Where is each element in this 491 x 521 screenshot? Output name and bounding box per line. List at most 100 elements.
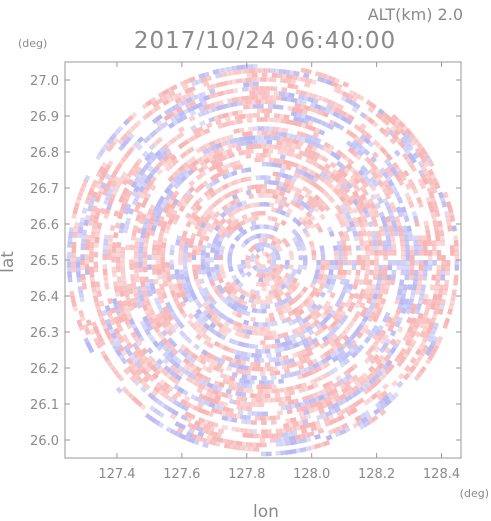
radar-cell (218, 381, 225, 388)
radar-cell (274, 282, 281, 289)
radar-cell (363, 274, 369, 281)
radar-cell (378, 269, 383, 276)
radar-cell (152, 239, 158, 246)
radar-cell (295, 438, 302, 445)
radar-cell (302, 386, 310, 392)
radar-cell (251, 63, 258, 69)
radar-cell (227, 134, 234, 140)
radar-cell (248, 216, 255, 223)
radar-cell (278, 158, 285, 165)
radar-cell (412, 279, 418, 286)
radar-cell (290, 120, 297, 126)
radar-cell (307, 120, 314, 127)
radar-cell (207, 155, 215, 162)
radar-cell (147, 222, 153, 229)
radar-cell (265, 295, 271, 301)
radar-cell (304, 114, 312, 121)
radar-cell (301, 348, 308, 355)
radar-cell (125, 203, 132, 211)
radar-cell (341, 269, 348, 276)
radar-cell (236, 440, 243, 447)
radar-cell (180, 292, 187, 299)
radar-cell (244, 415, 251, 420)
radar-cell (373, 269, 379, 276)
radar-cell (339, 292, 346, 299)
radar-cell (428, 160, 435, 168)
radar-cell (401, 144, 409, 152)
radar-cell (216, 104, 223, 111)
radar-cell (271, 72, 278, 78)
radar-cell (250, 293, 257, 300)
radar-cell (293, 191, 301, 198)
radar-cell (260, 211, 266, 216)
radar-cell (91, 227, 97, 234)
y-tick-label: 26.7 (30, 182, 59, 197)
radar-cell (91, 321, 98, 329)
radar-cell (265, 99, 272, 105)
radar-cell (277, 149, 284, 155)
radar-cell (364, 176, 371, 184)
radar-cell (254, 247, 261, 253)
radar-cell (102, 269, 108, 275)
radar-cell (433, 225, 439, 232)
radar-cell (128, 208, 135, 215)
radar-cell (298, 94, 305, 100)
radar-cell (161, 271, 167, 278)
radar-cell (261, 264, 267, 269)
radar-cell (323, 440, 331, 447)
radar-cell (208, 150, 216, 157)
radar-cell (367, 235, 373, 242)
radar-cell (352, 207, 359, 214)
radar-cell (264, 393, 271, 399)
radar-cell (119, 222, 126, 229)
radar-cell (271, 330, 277, 336)
radar-cell (206, 146, 214, 153)
radar-cell (312, 98, 319, 105)
radar-cell (403, 298, 410, 305)
radar-cell (304, 231, 311, 238)
radar-cell (95, 207, 102, 215)
radar-cell (338, 318, 346, 325)
radar-cell (259, 90, 265, 96)
radar-cell (326, 400, 333, 407)
radar-cell (272, 320, 278, 327)
radar-cell (199, 154, 207, 162)
radar-cell (413, 215, 419, 223)
radar-cell (281, 364, 288, 370)
radar-cell (342, 283, 349, 290)
radar-cell (328, 196, 336, 204)
radar-cell (103, 278, 109, 285)
radar-cell (391, 206, 398, 213)
radar-cell (103, 234, 109, 241)
radar-cell (203, 339, 210, 347)
radar-cell (134, 242, 140, 248)
y-tick-label: 26.1 (30, 398, 59, 413)
radar-cell (243, 319, 250, 326)
radar-cell (166, 276, 172, 283)
radar-cell (297, 373, 304, 380)
radar-cell (216, 240, 223, 247)
radar-cell (122, 286, 129, 293)
radar-cell (201, 244, 207, 251)
radar-cell (141, 173, 148, 181)
radar-cell (226, 393, 233, 400)
radar-cell (80, 254, 85, 260)
radar-cell (241, 428, 248, 434)
radar-cell (211, 83, 218, 89)
radar-cell (165, 266, 171, 273)
radar-cell (365, 264, 370, 271)
radar-cell (225, 102, 233, 109)
radar-cell (383, 225, 389, 232)
radar-cell (83, 174, 91, 182)
radar-cell (248, 193, 254, 200)
radar-cell (113, 285, 120, 293)
radar-cell (387, 170, 395, 178)
radar-cell (245, 324, 252, 331)
radar-cell (272, 126, 279, 132)
radar-cell (250, 211, 257, 217)
radar-cell (422, 298, 428, 306)
radar-cell (264, 224, 270, 230)
radar-cell (208, 363, 215, 370)
radar-cell (182, 257, 188, 263)
radar-cell (260, 233, 266, 238)
